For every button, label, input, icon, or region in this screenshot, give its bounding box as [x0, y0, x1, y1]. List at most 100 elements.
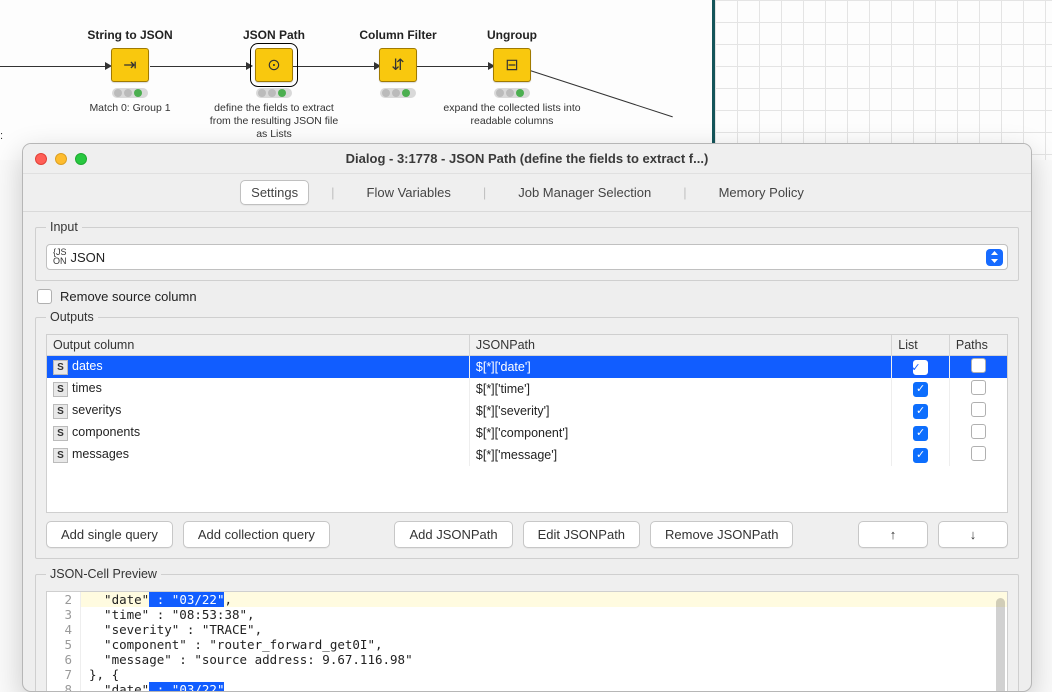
node-icon[interactable]: ⇵: [379, 48, 417, 82]
output-column-name: times: [72, 381, 102, 395]
string-type-icon: S: [53, 360, 68, 375]
checkbox[interactable]: [971, 380, 986, 395]
checkbox[interactable]: [913, 404, 928, 419]
node-title: JSON Path: [204, 28, 344, 42]
preview-line: 7}, {: [47, 667, 1007, 682]
table-row[interactable]: Smessages$[*]['message']: [47, 444, 1007, 466]
string-type-icon: S: [53, 448, 68, 463]
node-icon[interactable]: ⊙: [255, 48, 293, 82]
json-preview[interactable]: 2 "date" : "03/22",3 "time" : "08:53:38"…: [46, 591, 1008, 692]
add-jsonpath-button[interactable]: Add JSONPath: [394, 521, 512, 548]
preview-line: 3 "time" : "08:53:38",: [47, 607, 1007, 622]
workflow-node[interactable]: String to JSON⇥Match 0: Group 1: [60, 28, 200, 115]
node-status-icon: [494, 88, 530, 98]
outputs-buttons: Add single query Add collection query Ad…: [46, 521, 1008, 548]
minimize-icon[interactable]: [55, 153, 67, 165]
workflow-node[interactable]: JSON Path⊙define the fields to extract f…: [204, 28, 344, 141]
node-status-icon: [256, 88, 292, 98]
outputs-header-list[interactable]: List: [892, 335, 950, 356]
checkbox[interactable]: ✓: [913, 360, 928, 375]
string-type-icon: S: [53, 404, 68, 419]
preview-code: "date" : "03/22",: [81, 682, 232, 692]
table-row[interactable]: Stimes $[*]['time']: [47, 378, 1007, 400]
tab-job-manager[interactable]: Job Manager Selection: [508, 181, 661, 204]
tab-settings[interactable]: Settings: [240, 180, 309, 205]
output-column-name: dates: [72, 359, 103, 373]
output-column-name: components: [72, 425, 140, 439]
string-type-icon: S: [53, 382, 68, 397]
dialog-title: Dialog - 3:1778 - JSON Path (define the …: [346, 151, 709, 166]
table-row[interactable]: Scomponents$[*]['component']: [47, 422, 1007, 444]
dropdown-caret-icon[interactable]: [986, 249, 1003, 266]
edit-jsonpath-button[interactable]: Edit JSONPath: [523, 521, 640, 548]
outputs-header-col[interactable]: Output column: [47, 335, 469, 356]
outputs-header-path[interactable]: JSONPath: [469, 335, 891, 356]
move-down-button[interactable]: ↓: [938, 521, 1008, 548]
outputs-table: Output column JSONPath List Paths Sdates…: [47, 335, 1007, 466]
string-type-icon: S: [53, 426, 68, 441]
tab-separator: |: [483, 185, 486, 200]
output-jsonpath: $[*]['time']: [469, 378, 891, 400]
node-caption: expand the collected lists into readable…: [442, 102, 582, 128]
checkbox[interactable]: [913, 448, 928, 463]
canvas-axis-label: :: [0, 130, 3, 142]
preview-code: "date" : "03/22",: [81, 592, 232, 607]
preview-line: 5 "component" : "router_forward_get0I",: [47, 637, 1007, 652]
remove-source-checkbox[interactable]: [37, 289, 52, 304]
close-icon[interactable]: [35, 153, 47, 165]
output-jsonpath: $[*]['date']: [469, 356, 891, 379]
outputs-table-wrap: Output column JSONPath List Paths Sdates…: [46, 334, 1008, 513]
zoom-icon[interactable]: [75, 153, 87, 165]
node-status-icon: [380, 88, 416, 98]
move-up-button[interactable]: ↑: [858, 521, 928, 548]
node-title: Ungroup: [442, 28, 582, 42]
window-controls: [35, 153, 87, 165]
json-type-icon: {JS ON: [53, 248, 67, 266]
preview-scrollbar[interactable]: [996, 598, 1005, 692]
remove-source-label: Remove source column: [60, 289, 197, 304]
gutter-line-number: 7: [47, 667, 81, 682]
remove-jsonpath-button[interactable]: Remove JSONPath: [650, 521, 793, 548]
checkbox[interactable]: [913, 382, 928, 397]
gutter-line-number: 5: [47, 637, 81, 652]
output-jsonpath: $[*]['severity']: [469, 400, 891, 422]
dialog-tabs: Settings | Flow Variables | Job Manager …: [23, 174, 1031, 212]
checkbox[interactable]: [971, 358, 986, 373]
canvas-grid: [712, 0, 1052, 160]
node-title: String to JSON: [60, 28, 200, 42]
add-collection-query-button[interactable]: Add collection query: [183, 521, 330, 548]
workflow-node[interactable]: Ungroup ⊟ expand the collected lists into …: [442, 28, 582, 128]
dialog-window: Dialog - 3:1778 - JSON Path (define the …: [22, 143, 1032, 692]
outputs-header-paths[interactable]: Paths: [949, 335, 1007, 356]
preview-line: 8 "date" : "03/22",: [47, 682, 1007, 692]
node-icon[interactable]: ⇥: [111, 48, 149, 82]
preview-code: }, {: [81, 667, 119, 682]
remove-source-row[interactable]: Remove source column: [35, 289, 1019, 304]
table-row[interactable]: Sseveritys $[*]['severity']: [47, 400, 1007, 422]
node-icon[interactable]: ⊟: [493, 48, 531, 82]
input-group: Input {JS ON JSON: [35, 220, 1019, 281]
preview-code: "severity" : "TRACE",: [81, 622, 262, 637]
preview-match-highlight: : "03/22": [149, 682, 224, 692]
checkbox[interactable]: [971, 446, 986, 461]
table-row[interactable]: Sdates $[*]['date'] ✓: [47, 356, 1007, 379]
checkbox[interactable]: [971, 402, 986, 417]
gutter-line-number: 3: [47, 607, 81, 622]
output-column-name: severitys: [72, 403, 121, 417]
preview-code: "message" : "source address: 9.67.116.98…: [81, 652, 413, 667]
tab-separator: |: [683, 185, 686, 200]
output-jsonpath: $[*]['message']: [469, 444, 891, 466]
tab-flow-variables[interactable]: Flow Variables: [357, 181, 461, 204]
checkbox[interactable]: [913, 426, 928, 441]
tab-memory-policy[interactable]: Memory Policy: [709, 181, 814, 204]
gutter-line-number: 6: [47, 652, 81, 667]
tab-separator: |: [331, 185, 334, 200]
checkbox[interactable]: [971, 424, 986, 439]
preview-match-highlight: : "03/22": [149, 592, 224, 607]
add-single-query-button[interactable]: Add single query: [46, 521, 173, 548]
preview-line: 2 "date" : "03/22",: [47, 592, 1007, 607]
dialog-titlebar[interactable]: Dialog - 3:1778 - JSON Path (define the …: [23, 144, 1031, 174]
input-column-select[interactable]: {JS ON JSON: [46, 244, 1008, 270]
preview-code: "component" : "router_forward_get0I",: [81, 637, 383, 652]
preview-line: 6 "message" : "source address: 9.67.116.…: [47, 652, 1007, 667]
